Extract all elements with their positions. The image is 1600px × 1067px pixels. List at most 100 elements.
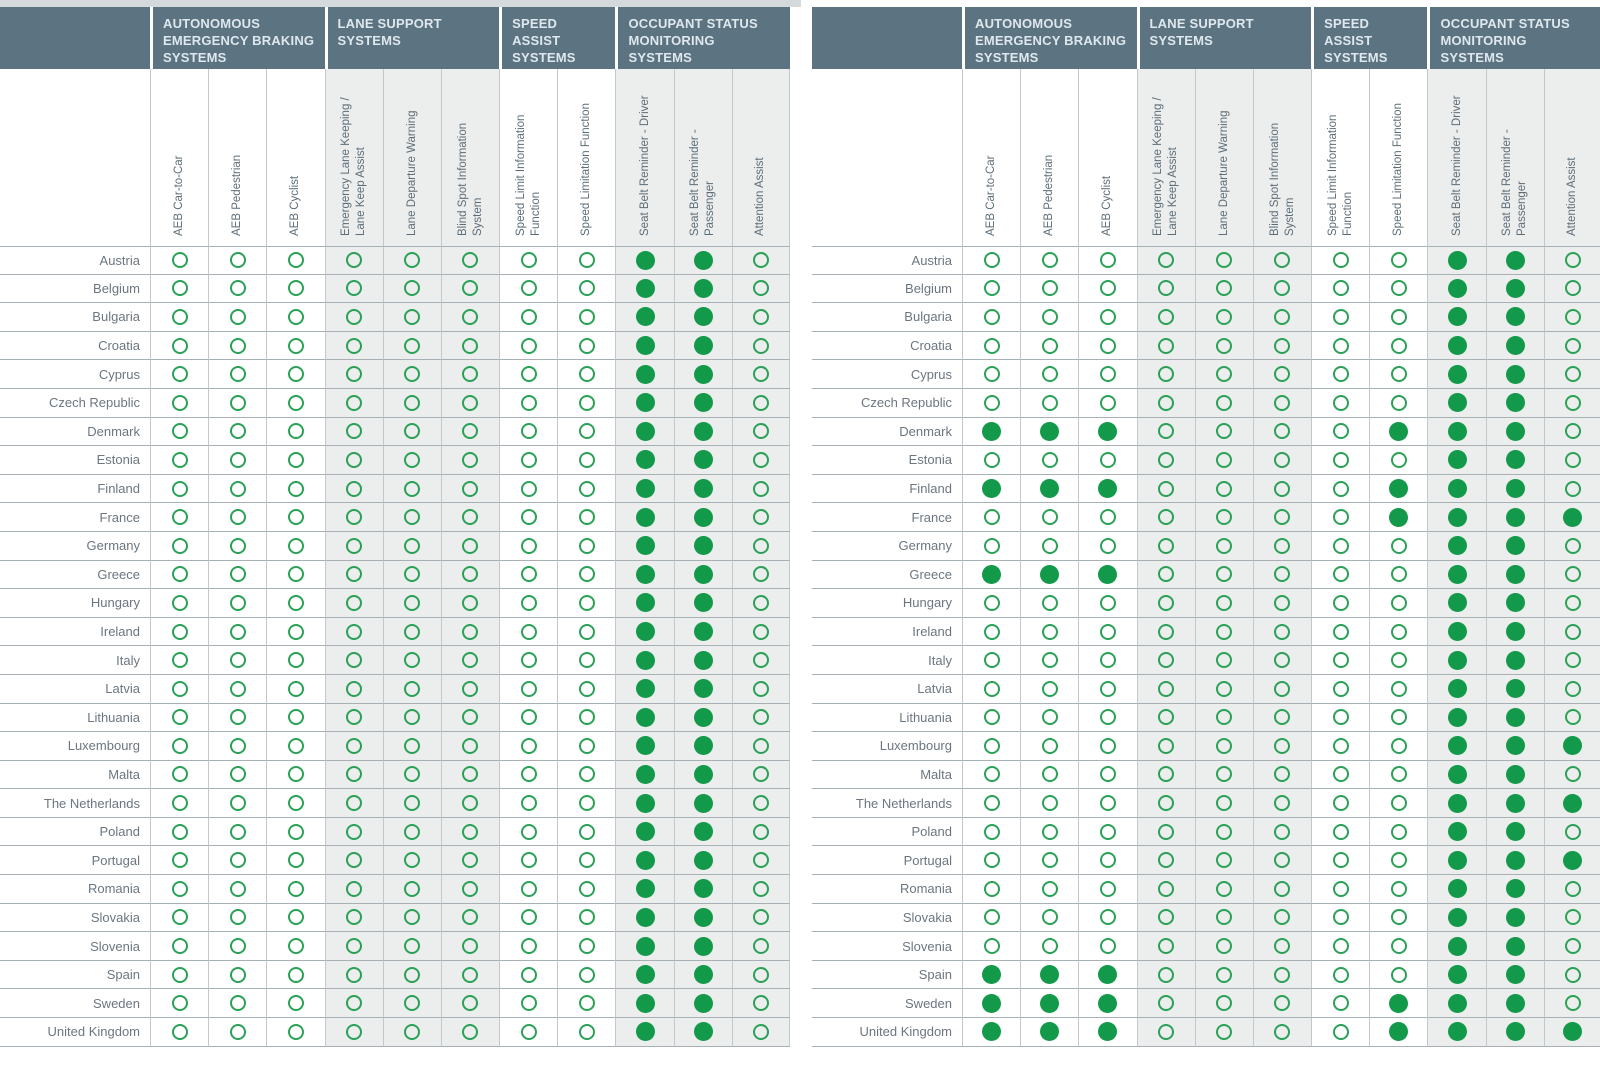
matrix-cell [962, 446, 1021, 475]
matrix-cell [557, 274, 616, 304]
matrix-cell [1078, 388, 1137, 418]
matrix-cell [1543, 817, 1600, 847]
filled-circle-icon [1563, 507, 1583, 527]
country-label: Latvia [0, 674, 150, 704]
column-label: Seat Belt Reminder - Driver [638, 95, 651, 236]
empty-circle-icon [229, 280, 246, 297]
filled-circle-icon [1505, 450, 1525, 470]
matrix-cell [1485, 646, 1544, 675]
empty-circle-icon [171, 537, 188, 554]
filled-circle-icon [1505, 650, 1525, 670]
matrix-cell [1369, 446, 1428, 475]
matrix-cell [324, 732, 383, 761]
matrix-cell [1252, 817, 1312, 847]
empty-circle-icon [462, 480, 479, 497]
empty-circle-icon [1390, 451, 1407, 468]
column-label: Attention Assist [1566, 157, 1579, 236]
empty-circle-icon [1274, 737, 1291, 754]
empty-circle-icon [1041, 308, 1058, 325]
matrix-cell [557, 760, 616, 790]
matrix-cell [673, 817, 732, 847]
column-label: Blind Spot Information System [456, 122, 484, 236]
empty-circle-icon [1564, 280, 1581, 297]
matrix-cell [324, 503, 383, 532]
matrix-cell [1311, 589, 1370, 618]
empty-circle-icon [346, 623, 363, 640]
empty-circle-icon [520, 509, 537, 526]
matrix-cell [208, 303, 267, 332]
matrix-cell [1543, 531, 1600, 561]
filled-circle-icon [1505, 736, 1525, 756]
matrix-cell [673, 303, 732, 332]
empty-circle-icon [983, 938, 1000, 955]
matrix-cell [324, 646, 383, 675]
country-label: Portugal [812, 846, 962, 876]
empty-circle-icon [578, 766, 595, 783]
empty-circle-icon [578, 394, 595, 411]
empty-circle-icon [346, 252, 363, 269]
matrix-cell [382, 531, 441, 561]
matrix-cell [731, 789, 790, 818]
empty-circle-icon [404, 766, 421, 783]
matrix-cell [962, 274, 1021, 304]
empty-circle-icon [578, 480, 595, 497]
matrix-cell [1252, 989, 1312, 1019]
matrix-cell [440, 446, 500, 475]
matrix-cell [1252, 732, 1312, 761]
matrix-cell [615, 760, 674, 790]
matrix-cell [1427, 875, 1486, 904]
country-label: Belgium [0, 274, 150, 304]
empty-circle-icon [1332, 680, 1349, 697]
matrix-cell [1311, 417, 1370, 447]
matrix-cell [150, 474, 209, 504]
country-label: Italy [812, 646, 962, 675]
matrix-cell [1020, 274, 1079, 304]
column-label-cell: Emergency Lane Keeping / Lane Keep Assis… [1136, 69, 1195, 246]
matrix-cell [962, 474, 1021, 504]
matrix-cell [731, 388, 790, 418]
matrix-cell [324, 846, 383, 876]
matrix-cell [557, 674, 616, 704]
empty-circle-icon [404, 451, 421, 468]
matrix-cell [731, 560, 790, 590]
filled-circle-icon [1505, 421, 1525, 441]
empty-circle-icon [1390, 394, 1407, 411]
matrix-cell [731, 703, 790, 733]
empty-circle-icon [752, 337, 769, 354]
matrix-cell [1020, 246, 1079, 275]
empty-circle-icon [983, 652, 1000, 669]
empty-circle-icon [1564, 880, 1581, 897]
empty-circle-icon [1041, 880, 1058, 897]
empty-circle-icon [404, 623, 421, 640]
country-label: United Kingdom [812, 1018, 962, 1047]
empty-circle-icon [404, 480, 421, 497]
filled-circle-icon [693, 336, 713, 356]
column-labels-corner [0, 69, 150, 246]
matrix-cell [1485, 875, 1544, 904]
matrix-cell [615, 846, 674, 876]
empty-circle-icon [462, 337, 479, 354]
empty-circle-icon [462, 652, 479, 669]
matrix-cell [557, 417, 616, 447]
empty-circle-icon [578, 652, 595, 669]
column-group-header: AUTONOMOUS EMERGENCY BRAKING SYSTEMS [962, 7, 1137, 69]
matrix-cell [731, 503, 790, 532]
filled-circle-icon [1505, 764, 1525, 784]
matrix-cell [1369, 903, 1428, 933]
empty-circle-icon [1041, 652, 1058, 669]
matrix-cell [1369, 246, 1428, 275]
filled-circle-icon [635, 650, 655, 670]
empty-circle-icon [1274, 680, 1291, 697]
matrix-cell [1078, 875, 1137, 904]
empty-circle-icon [1158, 537, 1175, 554]
country-label: Poland [0, 817, 150, 847]
matrix-cell [382, 903, 441, 933]
country-label: Austria [812, 246, 962, 275]
empty-circle-icon [462, 308, 479, 325]
empty-circle-icon [287, 566, 304, 583]
empty-circle-icon [462, 766, 479, 783]
empty-circle-icon [752, 623, 769, 640]
matrix-cell [1136, 875, 1195, 904]
matrix-cell [673, 789, 732, 818]
filled-circle-icon [693, 907, 713, 927]
